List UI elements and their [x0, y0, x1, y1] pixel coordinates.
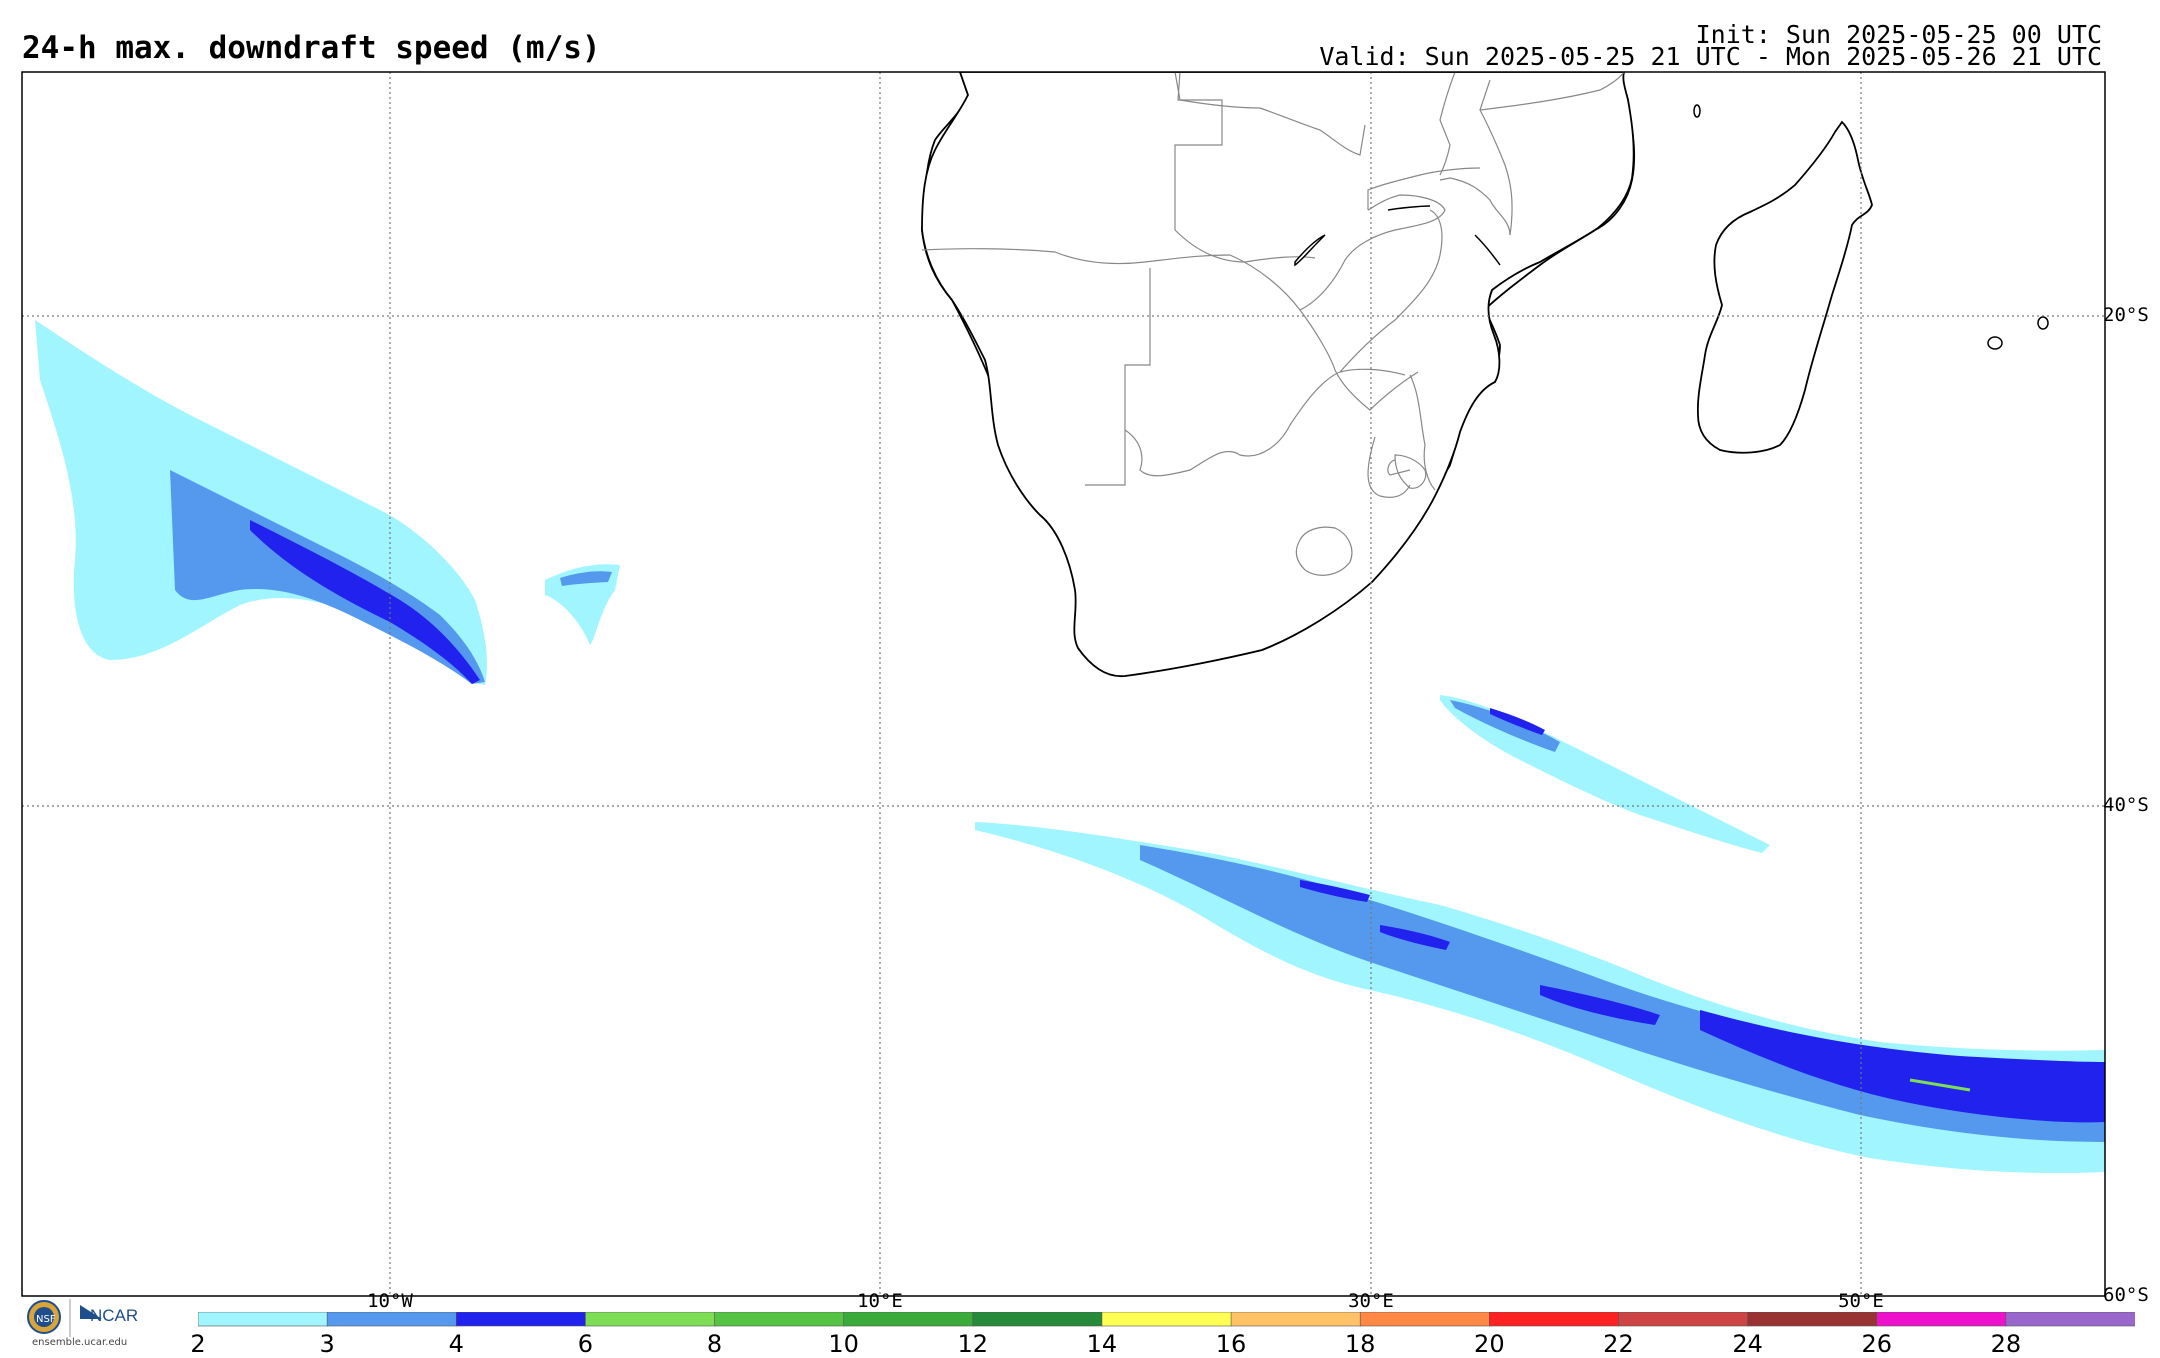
colorbar-tick-label: 8: [706, 1330, 723, 1358]
colorbar-swatch: [2005, 1312, 2135, 1327]
lon-label-30e: 30°E: [1348, 1290, 1394, 1312]
colorbar-swatch: [326, 1312, 458, 1327]
colorbar-tick-label: 26: [1861, 1330, 1892, 1358]
map-title: 24-h max. downdraft speed (m/s): [22, 30, 601, 66]
colorbar-swatch: [1489, 1312, 1620, 1327]
colorbar-tick-label: 6: [577, 1330, 594, 1358]
graticule: [22, 72, 2105, 1296]
map-frame: [21, 71, 2106, 1297]
lat-label-20s: 20°S: [2103, 304, 2149, 326]
colorbar-swatch: [714, 1312, 845, 1327]
reunion-island: [2037, 316, 2049, 330]
downdraft-swath-southern: [975, 822, 2105, 1174]
colorbar-swatch: [1101, 1312, 1232, 1327]
lat-label-40s: 40°S: [2103, 794, 2149, 816]
lon-label-10e: 10°E: [857, 1290, 903, 1312]
colorbar-tick-label: 22: [1603, 1330, 1634, 1358]
lon-label-10w: 10°W: [367, 1290, 413, 1312]
colorbar-swatch: [1876, 1312, 2007, 1327]
colorbar-swatch: [972, 1312, 1103, 1327]
mauritius-island: [1987, 336, 2003, 350]
colorbar-tick-label: 4: [448, 1330, 464, 1358]
colorbar-swatch: [843, 1312, 974, 1327]
colorbar-swatch: [585, 1312, 716, 1327]
colorbar-swatch: [198, 1312, 328, 1327]
madagascar-island: [1696, 120, 1873, 454]
colorbar-tick-label: 24: [1732, 1330, 1763, 1358]
colorbar-swatch: [1359, 1312, 1491, 1327]
colorbar-tick-label: 10: [828, 1330, 859, 1358]
colorbar-tick-label: 18: [1344, 1330, 1376, 1358]
colorbar-tick-label: 12: [957, 1330, 989, 1358]
downdraft-streak-east: [1440, 695, 1770, 853]
southern-africa-mainland: [921, 72, 1635, 677]
colorbar: [198, 1312, 2135, 1327]
lakes: [1294, 205, 1501, 267]
svg-text:NSF: NSF: [36, 1314, 56, 1325]
colorbar-swatch: [1747, 1312, 1878, 1327]
colorbar-tick-label: 3: [319, 1330, 335, 1358]
init-time: Init: Sun 2025-05-25 00 UTC: [1695, 20, 2102, 49]
colorbar-tick-label: 2: [190, 1330, 206, 1358]
downdraft-patch-atlantic: [35, 320, 620, 685]
country-borders: [921, 72, 1625, 576]
colorbar-swatch: [1618, 1312, 1749, 1327]
ncar-logo: NSF NCAR: [27, 1299, 138, 1337]
colorbar-swatch: [455, 1312, 587, 1327]
colorbar-tick-label: 14: [1086, 1330, 1118, 1358]
colorbar-swatch: [1230, 1312, 1361, 1327]
logo-text: NCAR: [90, 1306, 138, 1325]
lat-label-60s: 60°S: [2103, 1284, 2149, 1306]
colorbar-tick-label: 20: [1474, 1330, 1505, 1358]
logo-url: ensemble.ucar.edu: [32, 1337, 128, 1348]
colorbar-tick-label: 28: [1990, 1330, 2022, 1358]
lon-label-50e: 50°E: [1838, 1290, 1884, 1312]
comoros-island: [1693, 104, 1701, 118]
valid-time: Valid: Sun 2025-05-25 21 UTC - Mon 2025-…: [1319, 42, 2102, 71]
colorbar-tick-label: 16: [1215, 1330, 1247, 1358]
